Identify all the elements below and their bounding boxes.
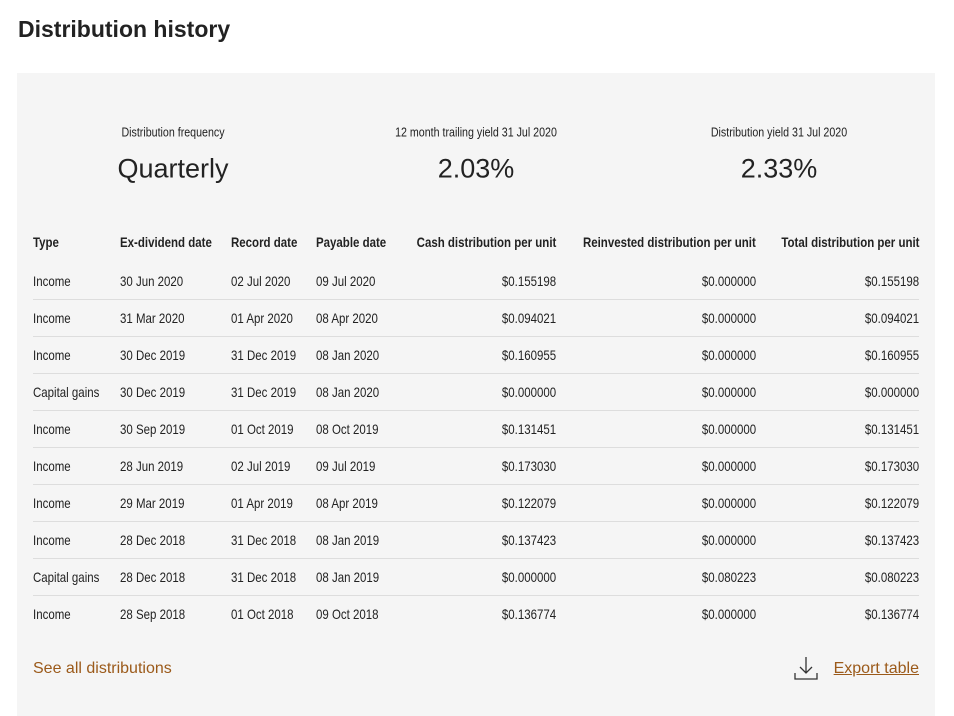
table-cell: $0.000000 xyxy=(864,384,919,400)
table-cell: $0.160955 xyxy=(501,347,556,363)
table-cell: $0.000000 xyxy=(701,495,756,511)
table-cell: Income xyxy=(33,310,71,326)
table-cell: $0.122079 xyxy=(501,495,556,511)
table-cell: 31 Mar 2020 xyxy=(120,310,185,326)
table-cell: Capital gains xyxy=(33,384,100,400)
table-cell: $0.136774 xyxy=(864,606,919,622)
table-cell: Capital gains xyxy=(33,569,100,585)
summary-label: Distribution yield 31 Jul 2020 xyxy=(710,124,848,140)
table-cell: $0.000000 xyxy=(501,569,556,585)
table-cell: 30 Dec 2019 xyxy=(120,384,186,400)
table-cell: 08 Jan 2020 xyxy=(316,347,380,363)
table-cell: $0.080223 xyxy=(864,569,919,585)
table-cell: 09 Jul 2019 xyxy=(316,458,376,474)
summary-label: 12 month trailing yield 31 Jul 2020 xyxy=(395,124,557,140)
table-cell: 30 Jun 2020 xyxy=(120,273,184,289)
export-link[interactable]: Export table xyxy=(833,660,919,677)
summary-value: 2.33% xyxy=(740,153,818,184)
table-cell: $0.000000 xyxy=(701,384,756,400)
table-cell: 31 Dec 2019 xyxy=(231,384,297,400)
table-cell: $0.136774 xyxy=(501,606,556,622)
table-cell: 08 Apr 2019 xyxy=(316,495,378,511)
summary-value: 2.03% xyxy=(437,153,515,184)
table-cell: 08 Apr 2020 xyxy=(316,310,378,326)
column-header: Ex-dividend date xyxy=(120,234,212,250)
table-cell: $0.000000 xyxy=(701,310,756,326)
table-cell: Income xyxy=(33,421,71,437)
table-cell: $0.094021 xyxy=(501,310,556,326)
download-icon[interactable] xyxy=(792,655,822,683)
summary-value: Quarterly xyxy=(117,153,229,184)
row-separator xyxy=(33,410,919,411)
table-cell: 28 Dec 2018 xyxy=(120,532,186,548)
table-cell: $0.000000 xyxy=(501,384,556,400)
column-header: Reinvested distribution per unit xyxy=(583,234,756,250)
column-header: Type xyxy=(33,234,59,250)
column-header: Payable date xyxy=(316,234,387,250)
table-cell: $0.173030 xyxy=(864,458,919,474)
table-cell: Income xyxy=(33,606,71,622)
table-cell: 30 Sep 2019 xyxy=(120,421,186,437)
row-separator xyxy=(33,447,919,448)
table-cell: Income xyxy=(33,495,71,511)
table-cell: $0.080223 xyxy=(701,569,756,585)
table-cell: 01 Oct 2018 xyxy=(231,606,294,622)
table-cell: $0.000000 xyxy=(701,273,756,289)
table-cell: 02 Jul 2020 xyxy=(231,273,291,289)
row-separator xyxy=(33,558,919,559)
table-cell: 08 Jan 2019 xyxy=(316,569,380,585)
see-all-link[interactable]: See all distributions xyxy=(33,660,172,677)
table-cell: 01 Apr 2020 xyxy=(231,310,293,326)
column-header: Record date xyxy=(231,234,298,250)
table-cell: $0.137423 xyxy=(864,532,919,548)
row-separator xyxy=(33,521,919,522)
table-cell: 30 Dec 2019 xyxy=(120,347,186,363)
table-cell: 09 Jul 2020 xyxy=(316,273,376,289)
table-cell: 08 Jan 2019 xyxy=(316,532,380,548)
table-cell: 28 Sep 2018 xyxy=(120,606,186,622)
table-cell: $0.000000 xyxy=(701,532,756,548)
table-cell: $0.131451 xyxy=(864,421,919,437)
table-cell: $0.173030 xyxy=(501,458,556,474)
table-cell: $0.155198 xyxy=(864,273,919,289)
page-title: Distribution history xyxy=(18,16,231,42)
table-cell: 31 Dec 2019 xyxy=(231,347,297,363)
table-cell: $0.000000 xyxy=(701,458,756,474)
table-cell: 01 Apr 2019 xyxy=(231,495,293,511)
table-cell: $0.137423 xyxy=(501,532,556,548)
table-cell: $0.131451 xyxy=(501,421,556,437)
row-separator xyxy=(33,595,919,596)
table-cell: Income xyxy=(33,273,71,289)
row-separator xyxy=(33,299,919,300)
table-cell: $0.122079 xyxy=(864,495,919,511)
table-cell: Income xyxy=(33,458,71,474)
table-cell: 31 Dec 2018 xyxy=(231,532,297,548)
table-cell: Income xyxy=(33,532,71,548)
panel xyxy=(17,73,935,716)
table-cell: 01 Oct 2019 xyxy=(231,421,294,437)
table-cell: $0.160955 xyxy=(864,347,919,363)
table-cell: Income xyxy=(33,347,71,363)
table-cell: 08 Oct 2019 xyxy=(316,421,379,437)
table-cell: 29 Mar 2019 xyxy=(120,495,185,511)
table-cell: 02 Jul 2019 xyxy=(231,458,291,474)
column-header: Cash distribution per unit xyxy=(416,234,556,250)
row-separator xyxy=(33,336,919,337)
table-cell: 28 Dec 2018 xyxy=(120,569,186,585)
column-header: Total distribution per unit xyxy=(780,234,919,250)
summary-label: Distribution frequency xyxy=(121,124,225,140)
table-cell: 28 Jun 2019 xyxy=(120,458,184,474)
row-separator xyxy=(33,373,919,374)
table-cell: 31 Dec 2018 xyxy=(231,569,297,585)
table-cell: 09 Oct 2018 xyxy=(316,606,379,622)
table-cell: $0.000000 xyxy=(701,347,756,363)
table-cell: $0.094021 xyxy=(864,310,919,326)
table-cell: $0.155198 xyxy=(501,273,556,289)
table-cell: 08 Jan 2020 xyxy=(316,384,380,400)
table-cell: $0.000000 xyxy=(701,606,756,622)
table-cell: $0.000000 xyxy=(701,421,756,437)
row-separator xyxy=(33,484,919,485)
